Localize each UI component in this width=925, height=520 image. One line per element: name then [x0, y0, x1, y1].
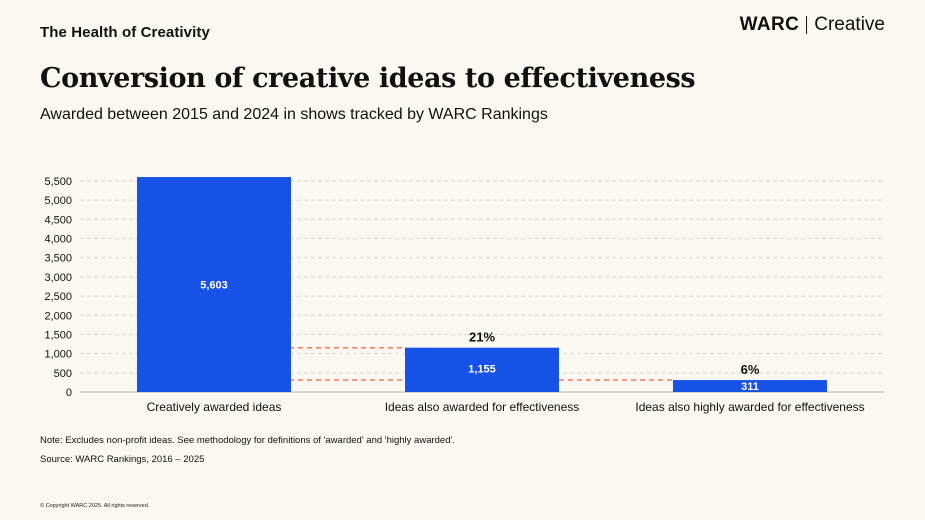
chart-title: Conversion of creative ideas to effectiv…: [40, 63, 696, 94]
x-tick-label: Creatively awarded ideas: [147, 400, 282, 414]
chart-subtitle: Awarded between 2015 and 2024 in shows t…: [40, 106, 548, 123]
conversion-label: 6%: [741, 362, 760, 377]
y-tick-label: 1,500: [44, 329, 72, 341]
brand-divider: [806, 16, 808, 34]
y-tick-label: 3,000: [44, 272, 72, 284]
brand-primary: WARC: [739, 14, 800, 35]
y-tick-label: 1,000: [44, 349, 72, 361]
copyright-notice: © Copyright WARC 2025. All rights reserv…: [40, 503, 150, 509]
section-label: The Health of Creativity: [40, 24, 210, 41]
y-tick-label: 0: [66, 387, 72, 399]
y-tick-label: 4,000: [44, 234, 72, 246]
x-tick-label: Ideas also highly awarded for effectiven…: [635, 400, 864, 414]
y-tick-label: 4,500: [44, 214, 72, 226]
bar: [405, 347, 559, 392]
y-tick-label: 500: [54, 368, 72, 380]
y-tick-label: 5,500: [44, 176, 72, 188]
data-label: 1,155: [468, 364, 496, 376]
y-tick-label: 2,500: [44, 291, 72, 303]
brand-logo: WARC Creative: [740, 14, 885, 36]
data-label: 5,603: [200, 280, 228, 292]
bar: [673, 380, 827, 392]
y-tick-label: 2,000: [44, 310, 72, 322]
bar: [137, 177, 291, 392]
brand-secondary: Creative: [814, 14, 885, 35]
chart-note: Note: Excludes non-profit ideas. See met…: [40, 435, 455, 446]
y-tick-label: 5,000: [44, 195, 72, 207]
data-label: 311: [741, 381, 759, 393]
y-tick-label: 3,500: [44, 253, 72, 265]
conversion-label: 21%: [469, 330, 495, 345]
chart-source: Source: WARC Rankings, 2016 – 2025: [40, 454, 205, 465]
x-tick-label: Ideas also awarded for effectiveness: [385, 400, 580, 414]
